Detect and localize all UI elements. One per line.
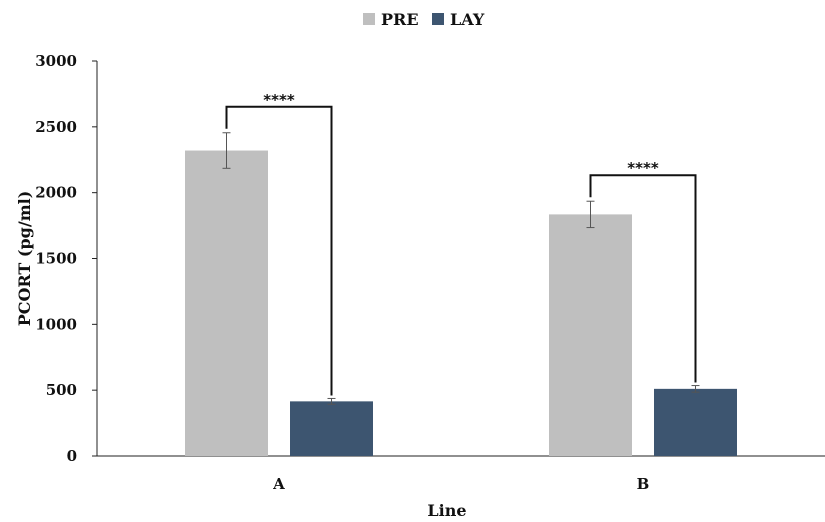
significance-bracket xyxy=(589,174,697,383)
legend-swatch-lay xyxy=(432,13,444,25)
significance-label: **** xyxy=(627,159,659,177)
legend-label-lay: LAY xyxy=(450,10,485,29)
y-tick-label: 1000 xyxy=(35,315,77,333)
y-tick-label: 0 xyxy=(67,447,77,465)
x-axis-title: Line xyxy=(427,501,466,520)
bar-lay-a xyxy=(290,401,373,456)
y-axis-title: PCORT (pg/ml) xyxy=(15,191,34,327)
significance-bracket xyxy=(225,105,333,396)
legend-swatch-pre xyxy=(363,13,375,25)
error-bars xyxy=(222,132,700,405)
y-tick-label: 2500 xyxy=(35,118,77,136)
legend-label-pre: PRE xyxy=(381,10,419,29)
y-axis: 0 500 1000 1500 2000 2500 3000 xyxy=(35,52,98,465)
bar-pre-b xyxy=(549,214,632,456)
y-tick-label: 3000 xyxy=(35,52,77,70)
y-tick-label: 500 xyxy=(46,381,77,399)
significance-annotations: **** **** xyxy=(225,91,697,396)
x-tick-label: B xyxy=(637,475,650,493)
bar-lay-b xyxy=(654,388,737,456)
bars xyxy=(185,150,737,457)
y-tick-label: 2000 xyxy=(35,184,77,202)
y-tick-label: 1500 xyxy=(35,250,77,268)
significance-label: **** xyxy=(263,91,295,109)
x-tick-label: A xyxy=(272,475,285,493)
legend: PRE LAY xyxy=(363,10,485,29)
bar-pre-a xyxy=(185,150,268,457)
